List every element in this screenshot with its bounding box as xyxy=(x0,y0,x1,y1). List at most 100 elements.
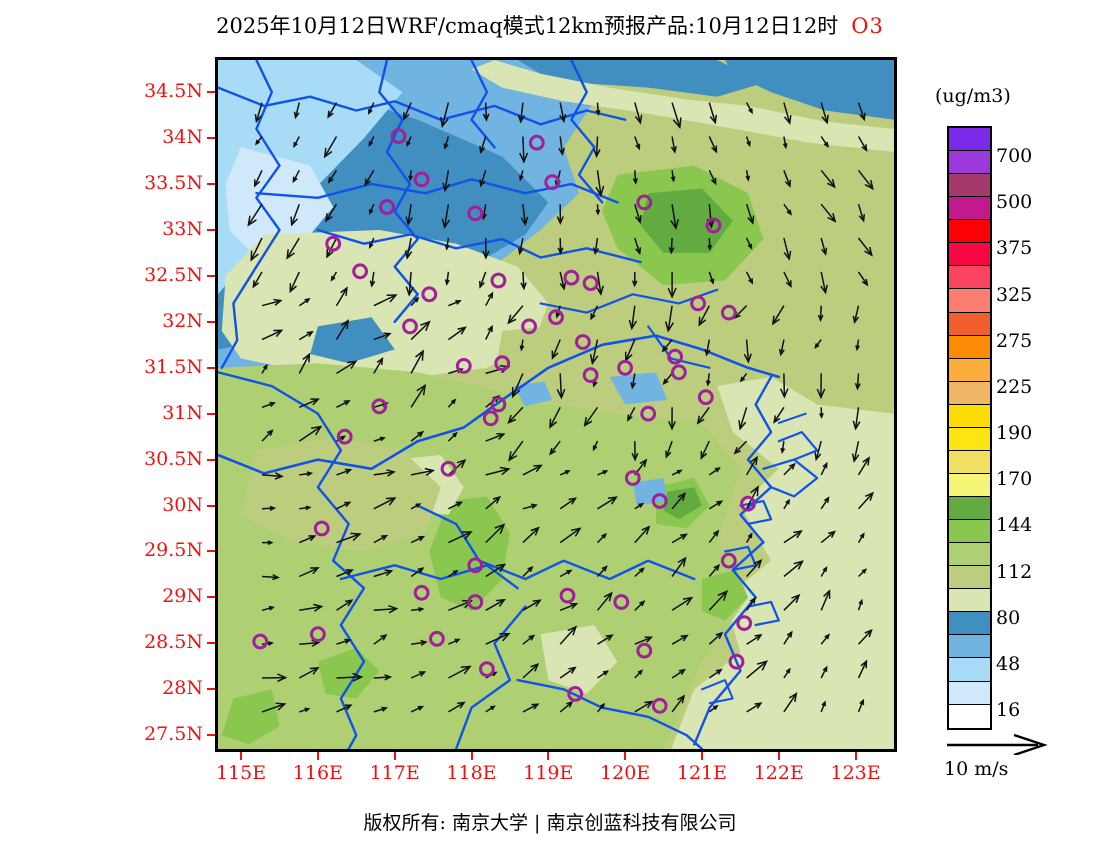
station-marker[interactable] xyxy=(636,642,653,659)
station-marker[interactable] xyxy=(467,205,484,222)
colorbar-swatch-9[interactable] xyxy=(949,335,990,359)
station-marker[interactable] xyxy=(467,557,484,574)
colorbar-swatch-4[interactable] xyxy=(949,220,990,244)
station-marker[interactable] xyxy=(544,174,561,191)
colorbar-swatch-18[interactable] xyxy=(949,543,990,567)
map-plot-area[interactable] xyxy=(215,57,897,752)
station-marker[interactable] xyxy=(651,697,668,714)
colorbar-swatch-10[interactable] xyxy=(949,358,990,382)
colorbar-swatch-1[interactable] xyxy=(949,151,990,175)
station-marker[interactable] xyxy=(636,194,653,211)
station-marker[interactable] xyxy=(671,364,687,381)
wind-arrow xyxy=(708,631,724,645)
station-marker[interactable] xyxy=(479,661,495,677)
station-marker[interactable] xyxy=(310,626,326,643)
colorbar-swatch-2[interactable] xyxy=(949,174,990,198)
colorbar-swatch-7[interactable] xyxy=(949,289,990,313)
wind-arrow xyxy=(597,634,614,645)
station-marker[interactable] xyxy=(494,355,511,372)
station-marker[interactable] xyxy=(720,304,737,321)
colorbar-swatch-20[interactable] xyxy=(949,589,990,613)
station-marker[interactable] xyxy=(413,171,430,188)
lon-tick-mark xyxy=(700,752,703,760)
colorbar-swatch-17[interactable] xyxy=(949,520,990,544)
wind-arrow xyxy=(522,599,542,611)
wind-arrow xyxy=(479,170,487,188)
wind-arrow xyxy=(696,406,710,425)
colorbar-swatch-23[interactable] xyxy=(949,658,990,682)
station-marker[interactable] xyxy=(567,686,584,702)
station-marker[interactable] xyxy=(440,460,457,477)
station-marker[interactable] xyxy=(528,134,545,151)
station-marker[interactable] xyxy=(559,587,576,604)
station-marker[interactable] xyxy=(667,348,684,365)
station-marker[interactable] xyxy=(402,318,418,335)
colorbar-swatch-21[interactable] xyxy=(949,612,990,636)
colorbar-swatch-24[interactable] xyxy=(949,681,990,705)
station-marker[interactable] xyxy=(705,217,722,234)
station-marker[interactable] xyxy=(720,552,737,569)
station-marker[interactable] xyxy=(582,275,599,292)
wind-arrow xyxy=(254,136,263,146)
station-marker[interactable] xyxy=(617,359,634,376)
station-marker[interactable] xyxy=(490,396,507,413)
station-marker[interactable] xyxy=(390,128,407,145)
station-marker[interactable] xyxy=(697,389,714,406)
wind-arrow xyxy=(631,271,638,288)
colorbar-swatch-0[interactable] xyxy=(949,128,990,152)
station-marker[interactable] xyxy=(336,428,353,445)
colorbar-swatch-11[interactable] xyxy=(949,381,990,405)
boundary-jiangxi-fujian xyxy=(454,605,527,749)
colorbar-swatch-19[interactable] xyxy=(949,566,990,590)
station-marker[interactable] xyxy=(467,594,484,610)
station-marker[interactable] xyxy=(313,520,330,537)
station-marker[interactable] xyxy=(728,653,745,670)
wind-arrow xyxy=(522,634,536,645)
station-marker[interactable] xyxy=(352,263,369,280)
station-marker[interactable] xyxy=(575,334,591,350)
station-marker[interactable] xyxy=(582,367,599,384)
lat-tick-label-32N: 32N xyxy=(162,309,203,332)
station-marker[interactable] xyxy=(690,295,707,312)
station-marker[interactable] xyxy=(521,318,538,335)
station-marker[interactable] xyxy=(613,594,630,610)
colorbar-swatch-12[interactable] xyxy=(949,404,990,428)
colorbar[interactable] xyxy=(947,126,992,730)
wind-arrow xyxy=(634,203,642,224)
station-marker[interactable] xyxy=(490,272,507,289)
wind-arrow xyxy=(440,102,450,128)
colorbar-swatch-22[interactable] xyxy=(949,635,990,659)
station-marker[interactable] xyxy=(379,199,395,215)
colorbar-swatch-13[interactable] xyxy=(949,427,990,451)
colorbar-swatch-14[interactable] xyxy=(949,450,990,474)
colorbar-swatch-3[interactable] xyxy=(949,197,990,221)
station-marker[interactable] xyxy=(651,493,668,509)
station-marker[interactable] xyxy=(740,495,756,512)
station-marker[interactable] xyxy=(482,410,499,427)
station-marker[interactable] xyxy=(413,584,430,601)
station-marker[interactable] xyxy=(429,630,445,647)
wind-arrow xyxy=(441,204,451,230)
station-marker[interactable] xyxy=(736,615,753,631)
wind-arrow xyxy=(595,271,604,296)
station-marker[interactable] xyxy=(325,235,342,252)
station-marker[interactable] xyxy=(421,286,438,303)
station-marker[interactable] xyxy=(371,398,388,415)
colorbar-swatch-5[interactable] xyxy=(949,243,990,267)
station-marker[interactable] xyxy=(563,269,580,286)
colorbar-swatch-15[interactable] xyxy=(949,473,990,497)
island-3 xyxy=(739,499,773,525)
lake-taihu xyxy=(609,372,668,405)
wind-arrow xyxy=(783,530,803,544)
station-marker[interactable] xyxy=(252,633,269,650)
colorbar-swatch-16[interactable] xyxy=(949,497,990,521)
colorbar-swatch-25[interactable] xyxy=(949,704,990,728)
station-marker[interactable] xyxy=(624,470,641,486)
colorbar-swatch-8[interactable] xyxy=(949,312,990,336)
station-marker[interactable] xyxy=(548,309,564,326)
station-marker[interactable] xyxy=(640,405,657,422)
colorbar-swatch-6[interactable] xyxy=(949,266,990,290)
station-marker[interactable] xyxy=(455,358,472,374)
wind-arrow xyxy=(595,204,601,216)
wind-arrow xyxy=(261,298,283,307)
